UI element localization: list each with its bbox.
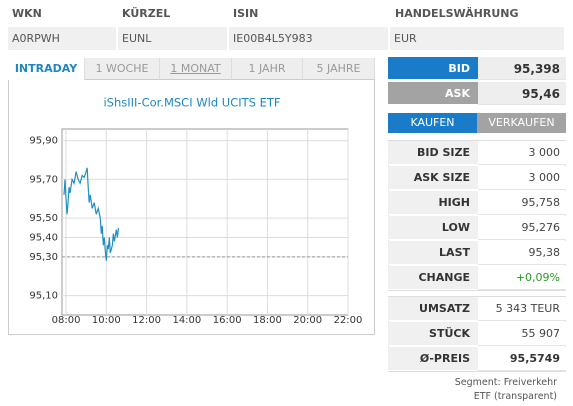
plot-area <box>61 128 349 316</box>
x-tick-label: 20:00 <box>293 315 322 326</box>
footer-note: Segment: Freiverkehr <box>454 377 557 388</box>
stat-label: LAST <box>388 241 478 265</box>
tab[interactable]: INTRADAY <box>8 58 85 80</box>
y-tick-label: 95,10 <box>29 291 58 302</box>
volume-value: 5 343 TEUR <box>478 297 566 321</box>
volume-label: UMSATZ <box>388 297 478 321</box>
footer-note: ETF (transparent) <box>473 391 557 402</box>
quote-value: 95,398 <box>478 57 566 80</box>
quote-label: BID <box>388 57 478 80</box>
x-tick-label: 14:00 <box>172 315 201 326</box>
stat-value: 95,276 <box>478 216 566 240</box>
stat-label: CHANGE <box>388 266 478 290</box>
x-tick-label: 18:00 <box>253 315 282 326</box>
volume-value: 55 907 <box>478 322 566 346</box>
stat-value: +0,09% <box>478 266 566 290</box>
column-value: EUNL <box>118 27 229 50</box>
volume-value: 95,5749 <box>478 347 566 371</box>
stat-value: 3 000 <box>478 141 566 165</box>
y-tick-label: 95,30 <box>29 252 58 263</box>
tab[interactable]: 1 JAHR <box>232 58 303 80</box>
chart-title: iShsIII-Cor.MSCI Wld UCITS ETF <box>103 96 280 110</box>
column-value: A0RPWH <box>8 27 118 50</box>
x-tick-label: 16:00 <box>213 315 242 326</box>
x-tick-label: 12:00 <box>132 315 161 326</box>
stat-value: 95,758 <box>478 191 566 215</box>
x-tick-label: 10:00 <box>92 315 121 326</box>
y-tick-label: 95,90 <box>29 136 58 147</box>
chart: iShsIII-Cor.MSCI Wld UCITS ETF 95,90 95,7… <box>29 96 363 327</box>
stat-label: HIGH <box>388 191 478 215</box>
volume-label: STÜCK <box>388 322 478 346</box>
x-tick-label: 22:00 <box>334 315 363 326</box>
x-tick-label: 08:00 <box>52 315 81 326</box>
y-tick-label: 95,50 <box>29 213 58 224</box>
stat-value: 3 000 <box>478 166 566 190</box>
stat-value: 95,38 <box>478 241 566 265</box>
y-tick-label: 95,70 <box>29 174 58 185</box>
column-value: IE00B4L5Y983 <box>229 27 390 50</box>
tab[interactable]: 5 JAHRE <box>303 58 375 80</box>
tab[interactable]: 1 WOCHE <box>85 58 160 80</box>
tab[interactable]: 1 MONAT <box>160 58 232 80</box>
action-button[interactable]: KAUFEN <box>388 113 477 133</box>
stat-label: ASK SIZE <box>388 166 478 190</box>
column-header: WKN <box>12 7 42 20</box>
action-button[interactable]: VERKAUFEN <box>477 113 566 133</box>
price-line <box>63 167 119 261</box>
stats-box <box>388 140 566 291</box>
column-header: ISIN <box>233 7 259 20</box>
column-header: KÜRZEL <box>122 7 171 20</box>
column-header: HANDELSWÄHRUNG <box>395 7 519 20</box>
volume-label: Ø-PREIS <box>388 347 478 371</box>
quote-value: 95,46 <box>478 82 566 105</box>
quote-label: ASK <box>388 82 478 105</box>
y-tick-label: 95,40 <box>29 233 58 244</box>
stat-label: BID SIZE <box>388 141 478 165</box>
stat-label: LOW <box>388 216 478 240</box>
column-value: EUR <box>390 27 566 50</box>
